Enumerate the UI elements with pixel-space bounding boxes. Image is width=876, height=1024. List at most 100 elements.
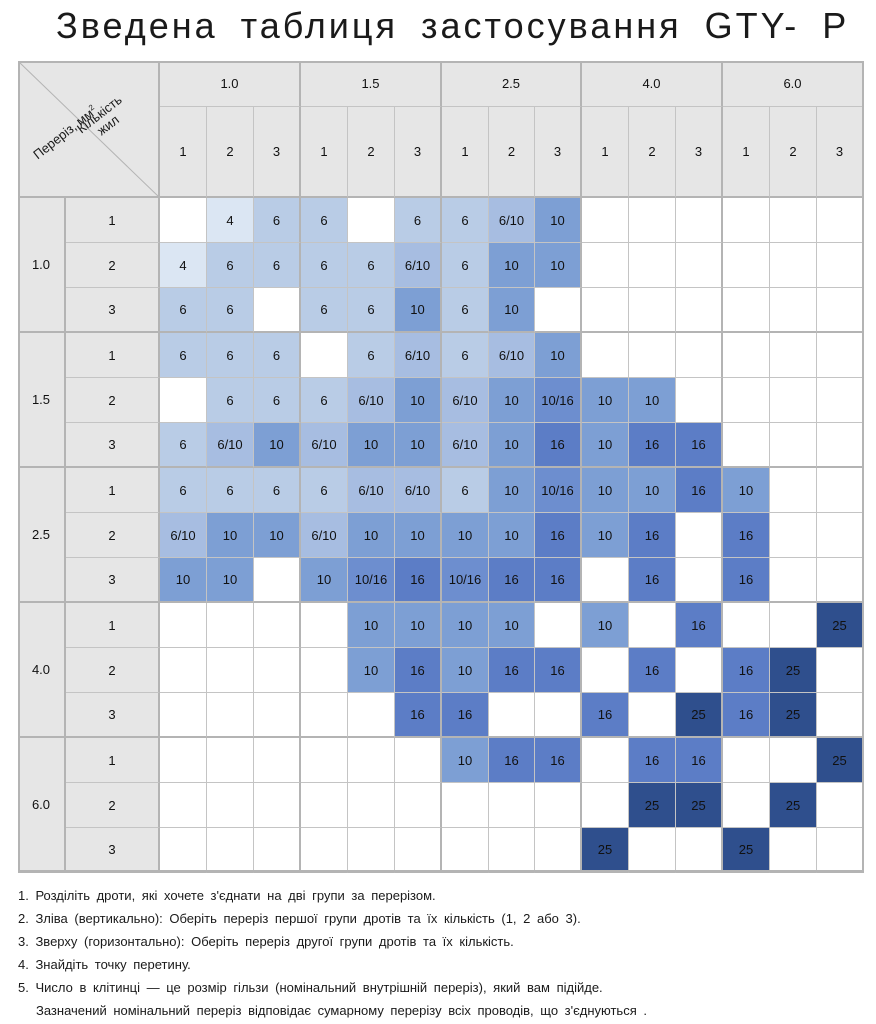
sleeve-size-cell: 6/10 — [489, 333, 535, 378]
sleeve-size-cell — [770, 603, 817, 648]
sleeve-size-cell — [489, 828, 535, 873]
sleeve-size-cell — [723, 198, 770, 243]
sleeve-size-cell: 16 — [395, 558, 442, 603]
sleeve-size-cell — [723, 783, 770, 828]
instruction-line: 2. Зліва (вертикально): Оберіть переріз … — [18, 911, 581, 926]
sleeve-size-cell — [723, 333, 770, 378]
sleeve-size-cell: 25 — [770, 648, 817, 693]
sleeve-size-cell — [629, 198, 676, 243]
sleeve-size-cell: 6/10 — [395, 468, 442, 513]
sleeve-size-cell — [395, 783, 442, 828]
sleeve-size-cell — [160, 828, 207, 873]
sleeve-size-cell — [254, 738, 301, 783]
row-core-header: 3 — [66, 828, 160, 873]
sleeve-size-cell — [442, 828, 489, 873]
row-core-header: 3 — [66, 693, 160, 738]
sleeve-size-cell — [817, 378, 864, 423]
sleeve-size-cell — [395, 828, 442, 873]
sleeve-size-cell: 6 — [395, 198, 442, 243]
column-core-header: 3 — [817, 107, 864, 198]
row-core-header: 2 — [66, 648, 160, 693]
sleeve-size-cell — [254, 828, 301, 873]
sleeve-size-cell: 6 — [442, 333, 489, 378]
sleeve-size-cell — [160, 738, 207, 783]
sleeve-size-cell: 6 — [254, 378, 301, 423]
sleeve-size-cell — [254, 603, 301, 648]
sleeve-size-cell: 6/10 — [442, 423, 489, 468]
row-core-header: 1 — [66, 738, 160, 783]
sleeve-size-cell — [676, 378, 723, 423]
column-core-header: 3 — [254, 107, 301, 198]
sleeve-size-cell — [723, 243, 770, 288]
sleeve-size-cell: 10 — [395, 513, 442, 558]
sleeve-size-cell: 10 — [395, 288, 442, 333]
sleeve-size-cell — [207, 603, 254, 648]
sleeve-size-cell: 6 — [442, 288, 489, 333]
sleeve-size-cell: 10/16 — [442, 558, 489, 603]
sleeve-size-cell — [301, 828, 348, 873]
sleeve-size-cell: 6 — [207, 378, 254, 423]
sleeve-size-cell — [770, 738, 817, 783]
sleeve-size-cell — [817, 648, 864, 693]
sleeve-size-cell: 10 — [395, 423, 442, 468]
instruction-line: Зазначений номінальний переріз відповіда… — [36, 1003, 647, 1018]
sleeve-size-cell: 25 — [676, 693, 723, 738]
sleeve-size-cell — [723, 378, 770, 423]
sleeve-size-cell: 10 — [301, 558, 348, 603]
sleeve-size-cell — [817, 693, 864, 738]
sleeve-size-cell: 4 — [207, 198, 254, 243]
sleeve-size-cell: 10 — [629, 378, 676, 423]
column-section-header: 4.0 — [582, 61, 723, 107]
sleeve-size-cell — [676, 513, 723, 558]
sleeve-size-cell: 10 — [723, 468, 770, 513]
sleeve-size-cell — [535, 603, 582, 648]
sleeve-size-cell — [160, 648, 207, 693]
row-section-header: 1.0 — [18, 198, 66, 333]
sleeve-size-cell — [442, 783, 489, 828]
sleeve-size-cell — [723, 288, 770, 333]
sleeve-size-cell — [582, 648, 629, 693]
sleeve-size-cell — [629, 288, 676, 333]
column-core-header: 3 — [395, 107, 442, 198]
sleeve-size-cell — [817, 513, 864, 558]
sleeve-size-cell — [207, 783, 254, 828]
instruction-line: 1. Розділіть дроти, які хочете з'єднати … — [18, 888, 436, 903]
sleeve-size-cell: 10 — [535, 243, 582, 288]
sleeve-size-cell — [535, 288, 582, 333]
sleeve-size-cell: 10 — [582, 513, 629, 558]
sleeve-size-cell: 25 — [723, 828, 770, 873]
sleeve-size-cell — [676, 558, 723, 603]
sleeve-size-cell: 16 — [535, 738, 582, 783]
sleeve-size-cell: 6 — [301, 243, 348, 288]
instruction-line: 3. Зверху (горизонтально): Оберіть перер… — [18, 934, 514, 949]
sleeve-size-cell — [160, 783, 207, 828]
sleeve-size-cell: 16 — [629, 423, 676, 468]
row-core-header: 2 — [66, 513, 160, 558]
sleeve-size-cell: 16 — [723, 558, 770, 603]
sleeve-size-cell — [207, 648, 254, 693]
sleeve-size-cell: 10 — [160, 558, 207, 603]
sleeve-size-cell: 10 — [442, 513, 489, 558]
sleeve-size-cell — [535, 828, 582, 873]
sleeve-size-cell: 25 — [629, 783, 676, 828]
column-core-header: 3 — [535, 107, 582, 198]
sleeve-size-cell — [582, 783, 629, 828]
row-core-header: 3 — [66, 423, 160, 468]
sleeve-size-cell: 16 — [629, 513, 676, 558]
sleeve-size-cell — [770, 243, 817, 288]
sleeve-size-cell: 6 — [160, 288, 207, 333]
sleeve-size-cell: 10/16 — [348, 558, 395, 603]
sleeve-size-cell: 10 — [489, 603, 535, 648]
sleeve-size-cell: 6 — [160, 423, 207, 468]
sleeve-size-cell — [301, 333, 348, 378]
sleeve-size-cell: 6 — [442, 468, 489, 513]
sleeve-size-cell — [817, 558, 864, 603]
row-section-header: 6.0 — [18, 738, 66, 873]
sleeve-size-cell — [629, 693, 676, 738]
sleeve-size-cell — [254, 288, 301, 333]
sleeve-size-cell: 6 — [160, 333, 207, 378]
sleeve-size-cell: 10 — [395, 378, 442, 423]
sleeve-size-cell: 6 — [207, 243, 254, 288]
column-section-header: 6.0 — [723, 61, 864, 107]
sleeve-size-cell: 6 — [301, 288, 348, 333]
